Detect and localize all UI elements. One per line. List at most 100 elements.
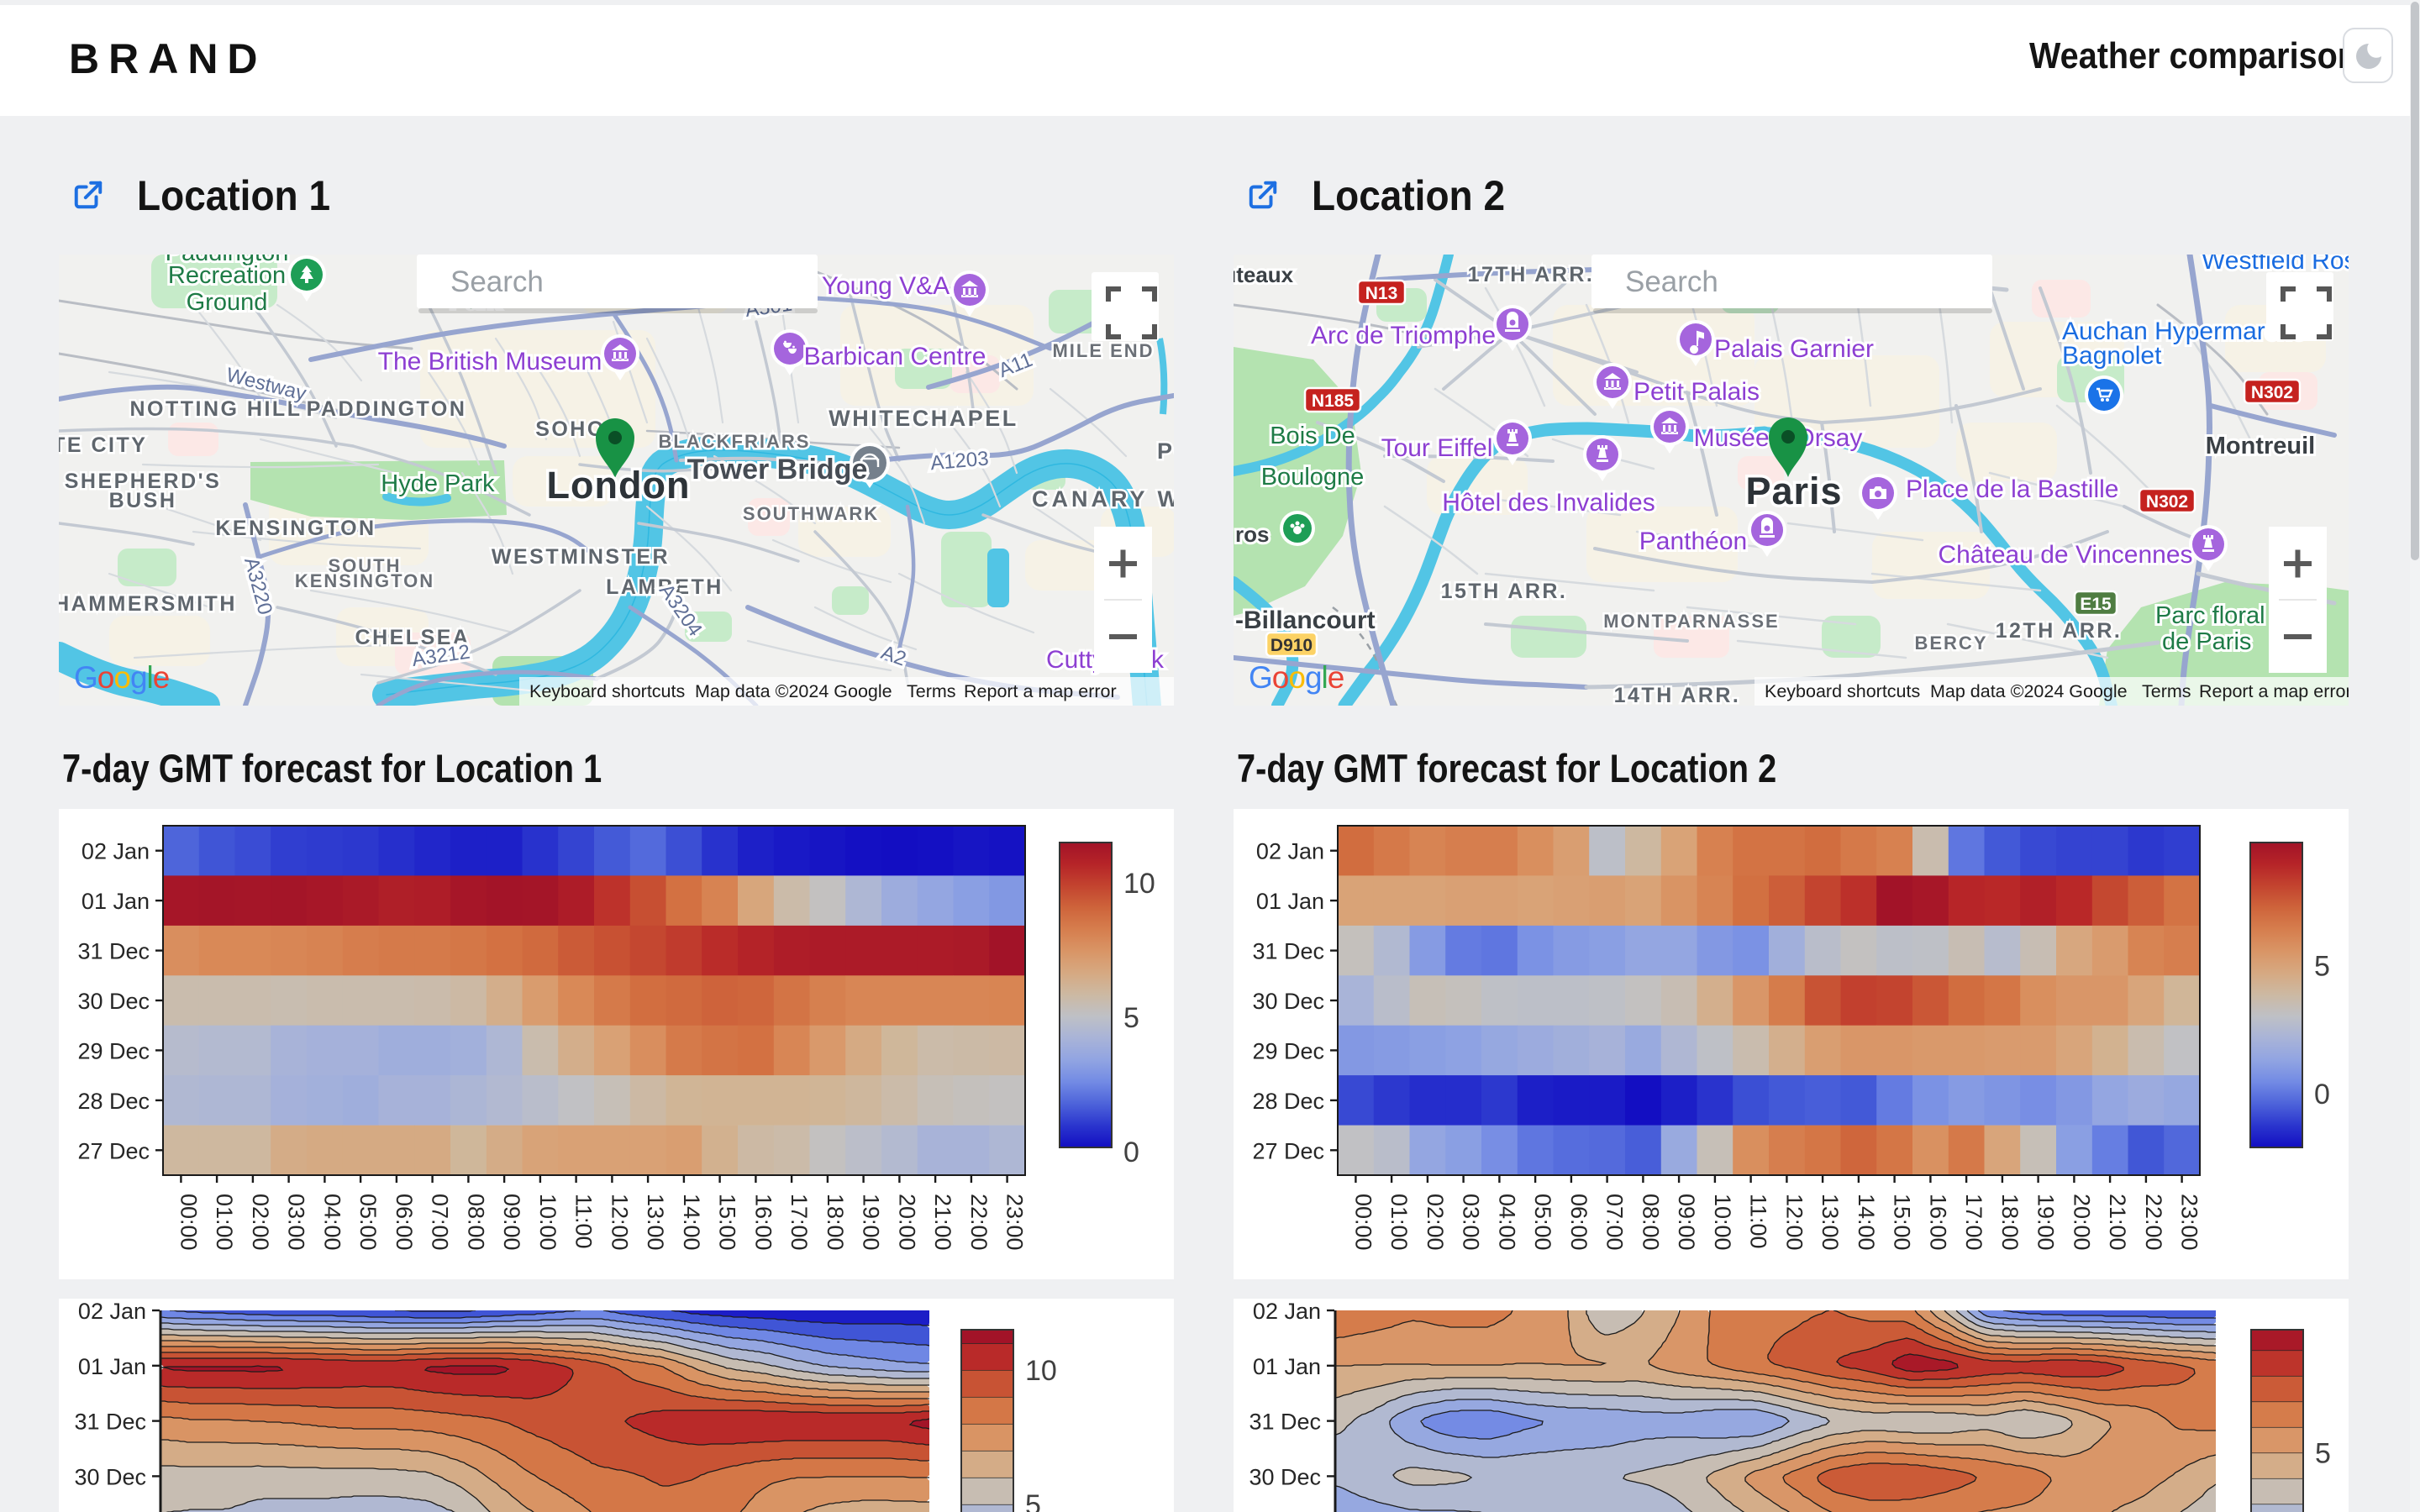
svg-text:09:00: 09:00 <box>499 1194 524 1251</box>
svg-text:5: 5 <box>1025 1489 1041 1512</box>
svg-text:Paris: Paris <box>1745 470 1842 512</box>
svg-text:28 Dec: 28 Dec <box>1252 1089 1324 1114</box>
svg-text:KENSINGTON: KENSINGTON <box>215 517 376 540</box>
svg-text:05:00: 05:00 <box>355 1194 381 1251</box>
svg-text:KENSINGTON: KENSINGTON <box>295 570 434 591</box>
svg-text:16:00: 16:00 <box>750 1194 776 1251</box>
svg-text:27 Dec: 27 Dec <box>77 1138 150 1163</box>
svg-text:N13: N13 <box>1365 284 1398 303</box>
svg-text:16:00: 16:00 <box>1925 1194 1950 1251</box>
svg-text:19:00: 19:00 <box>859 1194 884 1251</box>
svg-text:02 Jan: 02 Jan <box>1253 1299 1321 1324</box>
svg-text:Montreuil: Montreuil <box>2206 433 2316 459</box>
svg-text:28 Dec: 28 Dec <box>77 1089 150 1114</box>
svg-text:20:00: 20:00 <box>894 1194 919 1251</box>
svg-text:06:00: 06:00 <box>392 1194 417 1251</box>
svg-text:29 Dec: 29 Dec <box>1252 1038 1324 1063</box>
svg-text:12TH ARR.: 12TH ARR. <box>1996 619 2123 643</box>
svg-text:05:00: 05:00 <box>1530 1194 1555 1251</box>
svg-text:Tower Bridge: Tower Bridge <box>687 454 868 486</box>
svg-text:ros: ros <box>1235 522 1269 547</box>
svg-text:D910: D910 <box>1270 636 1313 655</box>
svg-text:Paddington: Paddington <box>166 255 289 266</box>
svg-text:Boulogne: Boulogne <box>1261 464 1365 491</box>
svg-text:CANARY WHARF: CANARY WHARF <box>1032 486 1174 512</box>
svg-text:07:00: 07:00 <box>1602 1194 1628 1251</box>
svg-text:11:00: 11:00 <box>571 1194 597 1249</box>
svg-text:de Paris: de Paris <box>2162 628 2251 655</box>
svg-text:MONTPARNASSE: MONTPARNASSE <box>1603 611 1779 632</box>
svg-text:Arc de Triomphe: Arc de Triomphe <box>1311 322 1496 349</box>
svg-text:07:00: 07:00 <box>428 1194 453 1251</box>
svg-text:Place de la Bastille: Place de la Bastille <box>1906 475 2118 503</box>
svg-text:01 Jan: 01 Jan <box>78 1354 146 1379</box>
svg-text:02:00: 02:00 <box>1423 1194 1448 1251</box>
svg-text:27 Dec: 27 Dec <box>1252 1138 1324 1163</box>
svg-text:Tour Eiffel: Tour Eiffel <box>1381 434 1493 462</box>
svg-text:Palais Garnier: Palais Garnier <box>1714 335 1874 363</box>
svg-text:08:00: 08:00 <box>463 1194 488 1251</box>
svg-text:13:00: 13:00 <box>643 1194 668 1251</box>
svg-text:13:00: 13:00 <box>1818 1194 1843 1251</box>
svg-text:01:00: 01:00 <box>1386 1194 1412 1251</box>
svg-text:Keyboard shortcuts: Keyboard shortcuts <box>529 681 685 701</box>
svg-text:Search: Search <box>450 265 544 298</box>
svg-text:04:00: 04:00 <box>1494 1194 1519 1251</box>
svg-text:21:00: 21:00 <box>2105 1194 2130 1251</box>
svg-text:31 Dec: 31 Dec <box>77 939 150 964</box>
svg-text:10: 10 <box>1025 1355 1057 1387</box>
svg-text:PADDINGTON: PADDINGTON <box>307 397 467 421</box>
svg-text:10: 10 <box>1123 868 1155 900</box>
svg-text:Report a map error: Report a map error <box>964 681 1117 701</box>
svg-text:N302: N302 <box>2251 383 2293 402</box>
svg-text:29 Dec: 29 Dec <box>77 1038 150 1063</box>
svg-text:17TH ARR.: 17TH ARR. <box>1468 263 1595 286</box>
svg-text:01 Jan: 01 Jan <box>1253 1354 1321 1379</box>
svg-text:30 Dec: 30 Dec <box>74 1464 146 1489</box>
svg-text:MILE END: MILE END <box>1052 340 1154 361</box>
svg-text:18:00: 18:00 <box>823 1194 848 1251</box>
svg-text:19:00: 19:00 <box>2033 1194 2059 1251</box>
svg-text:LAMBETH: LAMBETH <box>606 575 723 599</box>
svg-text:Report a map error: Report a map error <box>2199 681 2349 701</box>
svg-text:02:00: 02:00 <box>248 1194 273 1251</box>
svg-text:SOUTH: SOUTH <box>329 555 402 576</box>
svg-text:Google: Google <box>1249 660 1344 695</box>
svg-text:CHELSEA: CHELSEA <box>355 626 471 649</box>
svg-text:Terms: Terms <box>2142 681 2191 701</box>
svg-text:10:00: 10:00 <box>1710 1194 1735 1251</box>
svg-text:06:00: 06:00 <box>1566 1194 1591 1251</box>
svg-text:0: 0 <box>1123 1137 1139 1168</box>
svg-text:14TH ARR.: 14TH ARR. <box>1614 684 1741 706</box>
svg-text:Puteaux: Puteaux <box>1234 262 1294 287</box>
svg-text:N185: N185 <box>1312 391 1355 411</box>
svg-text:5: 5 <box>2315 1437 2331 1469</box>
svg-text:03:00: 03:00 <box>284 1194 309 1251</box>
svg-text:N302: N302 <box>2146 492 2188 512</box>
svg-text:14:00: 14:00 <box>679 1194 704 1251</box>
svg-text:Bagnolet: Bagnolet <box>2062 342 2162 370</box>
svg-text:-Billancourt: -Billancourt <box>1235 606 1376 634</box>
svg-text:02 Jan: 02 Jan <box>1256 839 1324 864</box>
svg-text:POPLAR: POPLAR <box>1157 438 1174 464</box>
svg-text:Young V&A: Young V&A <box>822 272 950 300</box>
svg-text:Hyde Park: Hyde Park <box>381 470 495 497</box>
svg-text:22:00: 22:00 <box>2141 1194 2166 1251</box>
svg-text:Search: Search <box>1625 265 1718 298</box>
svg-text:5: 5 <box>2314 950 2330 982</box>
svg-text:London: London <box>547 464 691 507</box>
svg-text:31 Dec: 31 Dec <box>1252 939 1324 964</box>
svg-text:Bois De: Bois De <box>1270 423 1355 449</box>
svg-text:23:00: 23:00 <box>1002 1194 1028 1251</box>
svg-text:5: 5 <box>1123 1002 1139 1034</box>
svg-text:Keyboard shortcuts: Keyboard shortcuts <box>1765 681 1920 701</box>
svg-text:15:00: 15:00 <box>715 1194 740 1251</box>
svg-text:Petit Palais: Petit Palais <box>1634 378 1760 406</box>
svg-text:Map data ©2024 Google: Map data ©2024 Google <box>695 681 892 701</box>
svg-text:20:00: 20:00 <box>2069 1194 2094 1251</box>
svg-text:15TH ARR.: 15TH ARR. <box>1441 580 1568 603</box>
svg-text:NOTTING HILL: NOTTING HILL <box>130 397 302 421</box>
svg-text:Map data ©2024 Google: Map data ©2024 Google <box>1930 681 2128 701</box>
svg-text:11:00: 11:00 <box>1746 1194 1771 1249</box>
svg-text:01:00: 01:00 <box>212 1194 237 1251</box>
